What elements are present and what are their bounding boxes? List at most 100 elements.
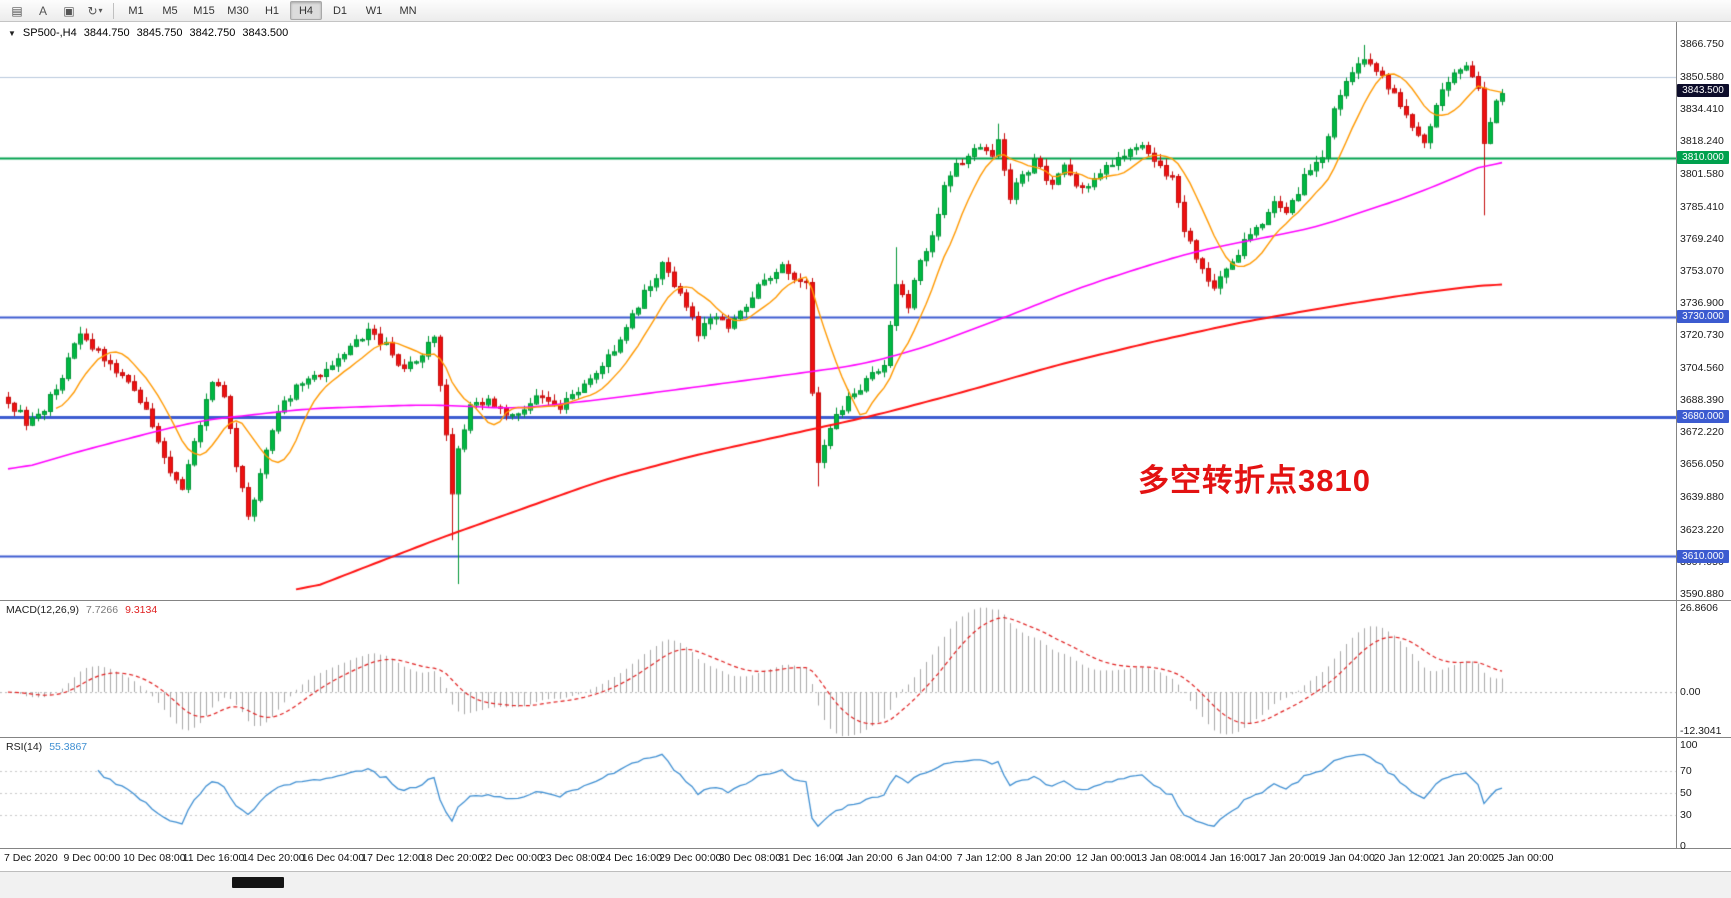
axis-label: 3736.900 xyxy=(1680,297,1724,309)
axis-label: 3753.070 xyxy=(1680,265,1724,277)
time-axis: 7 Dec 2020 9 Dec 00:00 10 Dec 08:00 11 Dec … xyxy=(0,849,1731,871)
refresh-icon[interactable]: ↻ ▾ xyxy=(87,3,103,18)
time-axis-label: 8 Jan 20:00 xyxy=(1016,852,1072,864)
time-axis-label: 13 Jan 08:00 xyxy=(1135,852,1197,864)
macd-panel: MACD(12,26,9) 7.7266 9.3134 xyxy=(0,601,1731,738)
axis-label: 3801.580 xyxy=(1680,168,1724,180)
axis-label: 3704.560 xyxy=(1680,362,1724,374)
symbol-period-label: SP500-,H4 xyxy=(22,27,77,39)
time-axis-label: 18 Dec 20:00 xyxy=(420,852,484,864)
axis-label: 3623.220 xyxy=(1680,524,1724,536)
axis-label: -12.3041 xyxy=(1680,725,1722,737)
time-axis-label: 9 Dec 00:00 xyxy=(63,852,121,864)
timeframe-m30[interactable]: M30 xyxy=(227,4,249,17)
top-toolbar: ▤ A ▣ ↻ ▾ M1 M5 M15 M30 H1 H4 D1 W1 MN xyxy=(0,0,1731,22)
axis-label: 50 xyxy=(1680,787,1692,799)
price-tag: 3610.000 xyxy=(1677,550,1729,563)
axis-label: 3639.880 xyxy=(1680,491,1724,503)
macd-main-value: 7.7266 xyxy=(85,604,119,616)
time-axis-label: 31 Dec 16:00 xyxy=(778,852,841,864)
axis-label: 0.00 xyxy=(1680,686,1701,698)
timeframe-m5[interactable]: M5 xyxy=(162,4,178,17)
price-chart-panel xyxy=(0,22,1731,601)
rsi-value: 55.3867 xyxy=(49,741,88,753)
chart-header: ▼ SP500-,H4 3844.750 3845.750 3842.750 3… xyxy=(8,27,288,39)
time-axis-label: 16 Dec 04:00 xyxy=(301,852,365,864)
time-axis-label: 30 Dec 08:00 xyxy=(718,852,782,864)
macd-canvas[interactable] xyxy=(0,601,1676,737)
axis-label: 3720.730 xyxy=(1680,329,1724,341)
time-axis-label: 19 Jan 04:00 xyxy=(1314,852,1375,864)
chart-annotation-text: 多空转折点3810 xyxy=(1138,463,1371,498)
axis-label: 3656.050 xyxy=(1680,458,1724,470)
time-axis-label: 25 Jan 00:00 xyxy=(1492,852,1554,864)
time-axis-label: 22 Dec 00:00 xyxy=(480,852,543,864)
axis-label: 3866.750 xyxy=(1680,38,1724,50)
time-axis-label: 11 Dec 16:00 xyxy=(182,852,245,864)
macd-signal-value: 9.3134 xyxy=(125,604,158,616)
time-axis-label: 4 Jan 20:00 xyxy=(837,852,893,864)
timeframe-m15[interactable]: M15 xyxy=(193,4,215,17)
open-value: 3844.750 xyxy=(83,27,130,39)
axis-label: 3818.240 xyxy=(1680,135,1724,147)
axis-label: 30 xyxy=(1680,809,1692,821)
low-value: 3842.750 xyxy=(189,27,236,39)
timeframe-mn[interactable]: MN xyxy=(399,4,417,17)
timeframe-w1[interactable]: W1 xyxy=(365,4,383,17)
time-axis-label: 6 Jan 04:00 xyxy=(897,852,953,864)
price-tag: 3810.000 xyxy=(1677,151,1729,164)
dropdown-caret-icon: ▾ xyxy=(98,6,103,15)
rsi-canvas[interactable] xyxy=(0,738,1676,848)
price-tag: 3680.000 xyxy=(1677,410,1729,423)
object-box-icon[interactable]: ▣ xyxy=(63,3,75,18)
axis-label: 3672.220 xyxy=(1680,426,1724,438)
horizontal-scrollbar[interactable] xyxy=(0,871,1731,898)
scrollbar-thumb[interactable] xyxy=(232,877,284,888)
timeframe-h4[interactable]: H4 xyxy=(290,1,322,20)
time-axis-label: 21 Jan 20:00 xyxy=(1433,852,1494,864)
time-axis-label: 17 Jan 20:00 xyxy=(1254,852,1316,864)
toolbar-separator xyxy=(113,2,114,19)
time-axis-label: 14 Dec 20:00 xyxy=(242,852,305,864)
axis-label: 26.8606 xyxy=(1680,602,1718,614)
rsi-panel: RSI(14) 55.3867 xyxy=(0,738,1731,849)
cursor-a-icon[interactable]: A xyxy=(38,3,47,18)
toolbar-icons: ▤ A ▣ ↻ ▾ xyxy=(4,1,108,21)
macd-header: MACD(12,26,9) 7.7266 9.3134 xyxy=(6,604,157,616)
axis-label: 70 xyxy=(1680,765,1692,777)
price-tag: 3843.500 xyxy=(1677,84,1729,97)
axis-divider-line xyxy=(1676,22,1677,849)
axis-label: 3688.390 xyxy=(1680,394,1724,406)
time-axis-label: 7 Jan 12:00 xyxy=(956,852,1012,864)
time-axis-label: 7 Dec 2020 xyxy=(4,852,58,864)
time-axis-label: 24 Dec 16:00 xyxy=(599,852,662,864)
axis-label: 0 xyxy=(1680,840,1686,852)
price-axis: 3866.750 3850.580 3834.410 3818.240 3801.580… xyxy=(1677,0,1731,897)
timeframe-d1[interactable]: D1 xyxy=(332,4,348,17)
macd-title: MACD(12,26,9) xyxy=(6,604,79,616)
time-axis-label: 23 Dec 08:00 xyxy=(539,852,603,864)
timeframe-m1[interactable]: M1 xyxy=(128,4,144,17)
timeframe-group: M1 M5 M15 M30 H1 H4 D1 W1 MN xyxy=(119,1,425,20)
time-axis-label: 12 Jan 00:00 xyxy=(1075,852,1137,864)
axis-label: 100 xyxy=(1680,739,1698,751)
grid-icon[interactable]: ▤ xyxy=(11,3,23,18)
axis-label: 3785.410 xyxy=(1680,201,1724,213)
time-axis-label: 14 Jan 16:00 xyxy=(1195,852,1256,864)
close-value: 3843.500 xyxy=(242,27,289,39)
time-axis-label: 10 Dec 08:00 xyxy=(123,852,186,864)
axis-label: 3769.240 xyxy=(1680,233,1724,245)
data-window-toggle-icon[interactable]: ▼ xyxy=(8,28,16,38)
axis-label: 3590.880 xyxy=(1680,588,1724,600)
price-chart-canvas[interactable] xyxy=(0,22,1676,600)
axis-label: 3850.580 xyxy=(1680,71,1724,83)
axis-label: 3834.410 xyxy=(1680,103,1724,115)
time-axis-label: 29 Dec 00:00 xyxy=(659,852,722,864)
price-tag: 3730.000 xyxy=(1677,310,1729,323)
time-axis-label: 17 Dec 12:00 xyxy=(361,852,424,864)
high-value: 3845.750 xyxy=(136,27,183,39)
timeframe-h1[interactable]: H1 xyxy=(264,4,280,17)
time-axis-label: 20 Jan 12:00 xyxy=(1373,852,1435,864)
rsi-title: RSI(14) xyxy=(6,741,43,753)
